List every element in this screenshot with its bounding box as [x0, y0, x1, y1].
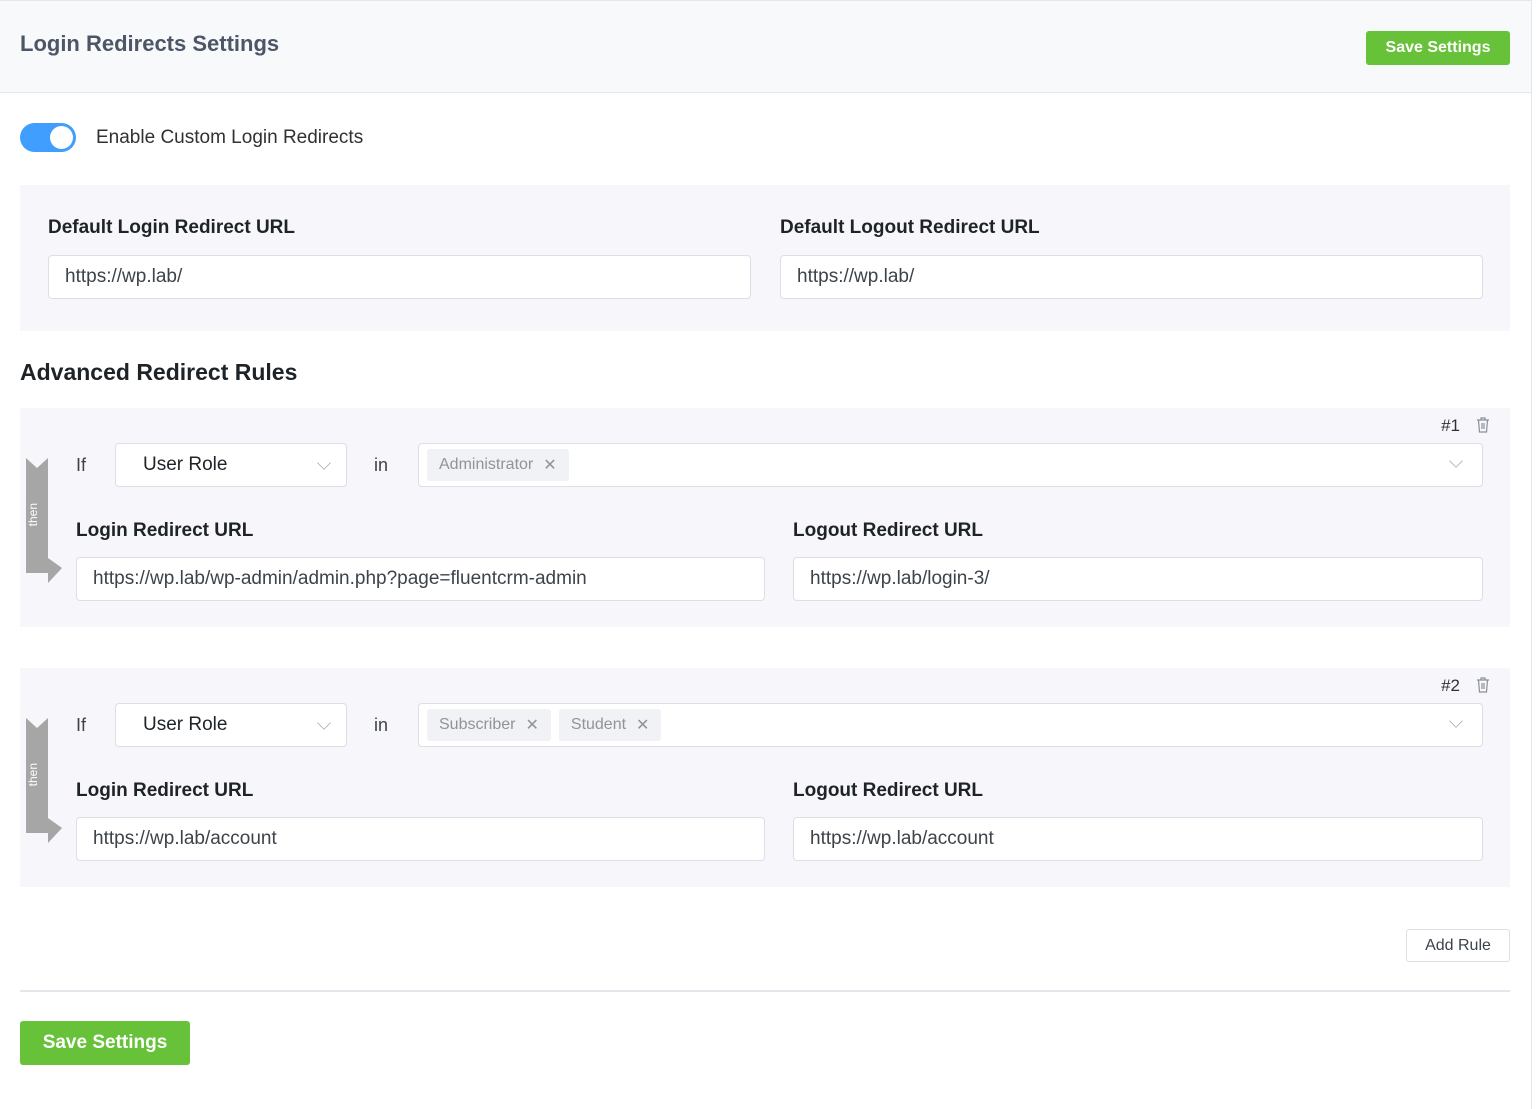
- condition-field-value: User Role: [143, 454, 228, 475]
- logout-redirect-input[interactable]: https://wp.lab/account: [793, 817, 1483, 861]
- then-arrow: then: [26, 718, 62, 843]
- chevron-down-icon: [317, 716, 331, 730]
- if-label: If: [76, 715, 87, 735]
- header: Login Redirects Settings Save Settings: [0, 1, 1531, 93]
- chevron-down-icon: [1449, 454, 1463, 468]
- default-redirects-panel: Default Login Redirect URL https://wp.la…: [20, 185, 1510, 331]
- role-tag: Subscriber ✕: [427, 709, 551, 741]
- rule-number: #1: [1441, 416, 1460, 435]
- trash-icon[interactable]: [1476, 677, 1490, 693]
- login-redirect-label: Login Redirect URL: [76, 520, 254, 541]
- roles-multiselect[interactable]: Administrator ✕: [418, 443, 1483, 487]
- save-settings-button-bottom[interactable]: Save Settings: [20, 1021, 190, 1065]
- divider: [20, 990, 1510, 992]
- then-arrow: then: [26, 458, 62, 583]
- logout-redirect-input[interactable]: https://wp.lab/login-3/: [793, 557, 1483, 601]
- role-tag: Student ✕: [558, 709, 662, 741]
- trash-icon[interactable]: [1476, 417, 1490, 433]
- page-title: Login Redirects Settings: [20, 31, 280, 56]
- save-settings-button-top[interactable]: Save Settings: [1366, 31, 1510, 65]
- role-tag: Administrator ✕: [427, 449, 569, 481]
- toggle-label: Enable Custom Login Redirects: [96, 126, 364, 148]
- close-icon[interactable]: ✕: [525, 717, 539, 734]
- logout-redirect-label: Logout Redirect URL: [793, 780, 983, 801]
- in-label: in: [374, 455, 389, 475]
- default-logout-label: Default Logout Redirect URL: [780, 217, 1040, 238]
- rule-card: #2 then If User Role in Subscriber ✕ Stud…: [20, 668, 1510, 887]
- chevron-down-icon: [317, 456, 331, 470]
- roles-multiselect[interactable]: Subscriber ✕ Student ✕: [418, 703, 1483, 747]
- default-login-input[interactable]: https://wp.lab/: [48, 255, 751, 299]
- login-redirect-input[interactable]: https://wp.lab/wp-admin/admin.php?page=f…: [76, 557, 765, 601]
- role-tag-label: Administrator: [439, 456, 534, 473]
- in-label: in: [374, 715, 389, 735]
- role-tag-label: Student: [570, 716, 627, 733]
- then-label: then: [26, 503, 40, 527]
- condition-field-select[interactable]: User Role: [115, 443, 347, 487]
- close-icon[interactable]: ✕: [543, 457, 557, 474]
- role-tag-label: Subscriber: [439, 716, 516, 733]
- default-login-label: Default Login Redirect URL: [48, 217, 296, 238]
- if-label: If: [76, 455, 87, 475]
- logout-redirect-label: Logout Redirect URL: [793, 520, 983, 541]
- rule-card: #1 then If User Role in Administrator ✕ L…: [20, 408, 1510, 627]
- enable-toggle-row: Enable Custom Login Redirects: [20, 123, 363, 152]
- enable-redirects-toggle[interactable]: [20, 123, 76, 152]
- rule-number: #2: [1441, 676, 1460, 695]
- default-logout-input[interactable]: https://wp.lab/: [780, 255, 1483, 299]
- then-label: then: [26, 763, 40, 787]
- condition-field-select[interactable]: User Role: [115, 703, 347, 747]
- login-redirect-label: Login Redirect URL: [76, 780, 254, 801]
- advanced-rules-heading: Advanced Redirect Rules: [20, 359, 298, 385]
- close-icon[interactable]: ✕: [636, 717, 650, 734]
- condition-field-value: User Role: [143, 714, 228, 735]
- login-redirect-input[interactable]: https://wp.lab/account: [76, 817, 765, 861]
- chevron-down-icon: [1449, 714, 1463, 728]
- add-rule-button[interactable]: Add Rule: [1406, 929, 1510, 962]
